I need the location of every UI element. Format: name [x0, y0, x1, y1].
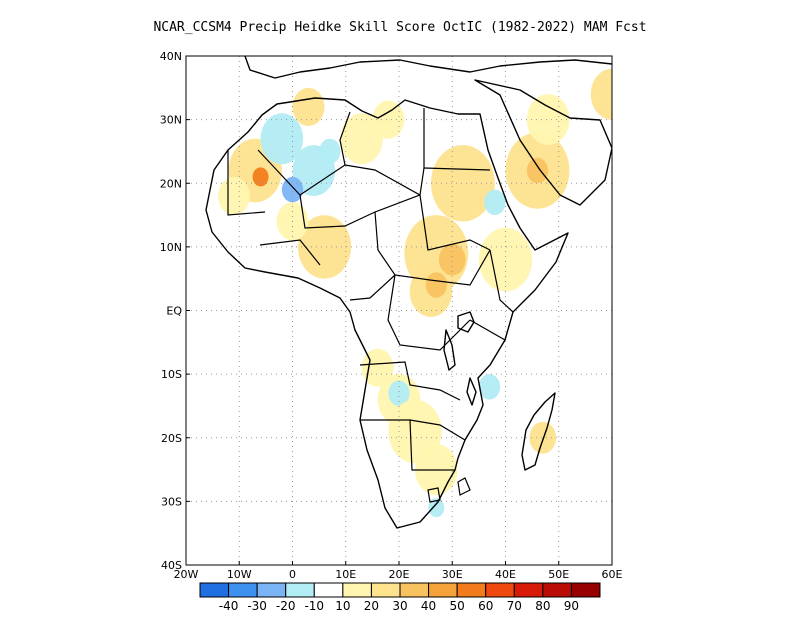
colorbar-swatch: [342, 582, 372, 598]
colorbar-swatch: [228, 582, 258, 598]
colorbar-label: 80: [535, 599, 550, 613]
africa-coastline: [205, 97, 569, 529]
skill-region: [484, 189, 506, 216]
skill-region: [252, 167, 269, 187]
europe-coastline: [244, 56, 612, 79]
skill-region: [529, 421, 557, 454]
country-borders: [227, 108, 514, 503]
skill-region: [292, 87, 325, 126]
skill-region: [590, 68, 612, 120]
y-tick-label: 20N: [160, 177, 182, 190]
lake-malawi: [466, 377, 477, 406]
skill-region: [428, 498, 445, 518]
colorbar-swatch: [428, 582, 458, 598]
x-tick-label: 10W: [227, 568, 252, 581]
y-tick-label: 10N: [160, 241, 182, 254]
arabia-coastline: [474, 79, 612, 206]
coastline-and-borders: [205, 56, 612, 529]
colorbar-swatch: [485, 582, 515, 598]
skill-region: [425, 272, 447, 298]
colorbar-swatch: [370, 582, 401, 598]
skill-region: [217, 176, 250, 216]
x-tick-label: 20E: [389, 568, 410, 581]
colorbar-swatch: [199, 582, 230, 598]
x-tick-label: 20W: [174, 568, 199, 581]
skill-region: [430, 145, 495, 222]
map-title: NCAR_CCSM4 Precip Heidke Skill Score Oct…: [153, 20, 647, 35]
colorbar-label: -30: [247, 599, 267, 613]
y-tick-label: 20S: [161, 432, 182, 445]
colorbar-label: 50: [450, 599, 465, 613]
colorbar-label: 10: [335, 599, 350, 613]
lake-victoria: [457, 311, 475, 333]
y-tick-label: 40S: [161, 559, 182, 572]
axis-ticks: 20W 10W 0 10E 20E 30E 40E 50E 60E 40N 30N 20N 10N EQ 1…: [160, 50, 623, 581]
colorbar-swatch: [256, 582, 287, 598]
colorbar-label: 30: [392, 599, 407, 613]
x-tick-label: 0: [289, 568, 296, 581]
y-tick-label: 30S: [161, 495, 182, 508]
colorbar-swatch: [399, 582, 430, 598]
colorbar-swatch: [313, 582, 344, 598]
colorbar-label: -40: [219, 599, 239, 613]
colorbar: -40 -30 -20 -10 10 20 30 40 50 60 70 80 90: [199, 582, 601, 613]
skill-region: [526, 157, 549, 184]
x-tick-label: 40E: [495, 568, 516, 581]
colorbar-label: 40: [421, 599, 436, 613]
skill-region: [372, 100, 405, 139]
skill-region: [340, 113, 384, 165]
colorbar-label: -10: [304, 599, 324, 613]
y-tick-label: 30N: [160, 114, 182, 127]
x-tick-label: 10E: [335, 568, 356, 581]
lake-tanganyika: [443, 329, 456, 371]
skill-region: [281, 176, 304, 203]
y-tick-label: 40N: [160, 50, 182, 63]
madagascar-coastline: [521, 392, 556, 471]
colorbar-swatch: [542, 582, 572, 598]
colorbar-swatch: [285, 582, 315, 598]
skill-region: [438, 243, 466, 276]
skill-region: [388, 380, 410, 406]
x-tick-label: 50E: [548, 568, 569, 581]
colorbar-label: 20: [364, 599, 379, 613]
x-tick-label: 30E: [442, 568, 463, 581]
skill-region: [526, 94, 570, 146]
x-tick-label: 60E: [602, 568, 623, 581]
y-tick-label: EQ: [166, 305, 182, 318]
colorbar-label: 60: [478, 599, 493, 613]
colorbar-label: -20: [276, 599, 296, 613]
colorbar-label: 70: [507, 599, 522, 613]
colorbar-label: 90: [564, 599, 579, 613]
colorbar-swatch: [456, 582, 487, 598]
y-tick-label: 10S: [161, 368, 182, 381]
colorbar-swatch: [570, 582, 601, 598]
skill-shading-layer: [217, 68, 612, 518]
skill-region: [478, 374, 501, 400]
skill-region: [319, 138, 341, 165]
skill-region: [297, 215, 352, 279]
colorbar-swatch: [513, 582, 544, 598]
skill-region: [478, 227, 533, 292]
